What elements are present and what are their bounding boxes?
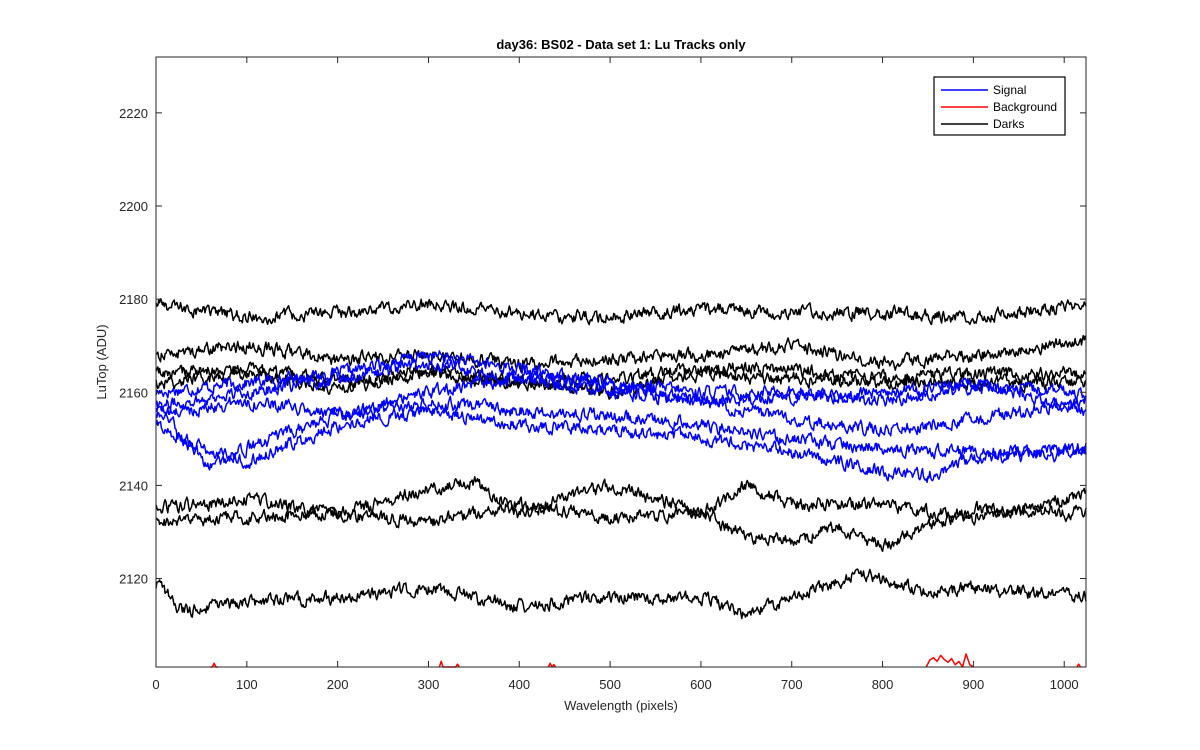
y-axis: 2120 2140 2160 2180 2200 2220 <box>119 106 1086 587</box>
legend-label-darks: Darks <box>993 117 1024 131</box>
x-axis-label: Wavelength (pixels) <box>564 698 678 713</box>
x-tick-label: 300 <box>418 677 440 692</box>
series-line-background <box>925 653 974 668</box>
y-tick-label: 2220 <box>119 106 148 121</box>
y-tick-label: 2180 <box>119 292 148 307</box>
x-tick-label: 100 <box>236 677 258 692</box>
y-tick-label: 2120 <box>119 572 148 587</box>
x-tick-label: 900 <box>963 677 985 692</box>
y-tick-label: 2140 <box>119 478 148 493</box>
legend-box <box>933 76 1066 136</box>
x-axis: 0 100 200 300 400 500 600 700 800 900 1000 <box>152 57 1079 692</box>
series-line-signal <box>155 359 1087 417</box>
x-tick-label: 0 <box>152 677 159 692</box>
series-line-darks <box>155 298 1087 326</box>
x-tick-label: 200 <box>327 677 349 692</box>
series-line-background <box>1076 663 1082 668</box>
y-tick-label: 2200 <box>119 199 148 214</box>
series-line-darks <box>155 496 1087 553</box>
y-tick-label: 2160 <box>119 385 148 400</box>
y-axis-label: LuTop (ADU) <box>94 324 109 399</box>
legend-label-background: Background <box>993 100 1057 114</box>
x-tick-label: 1000 <box>1050 677 1079 692</box>
legend: Signal Background Darks <box>933 76 1066 136</box>
x-tick-label: 800 <box>872 677 894 692</box>
x-tick-label: 400 <box>508 677 530 692</box>
series-line-darks <box>155 365 1087 400</box>
axes-box <box>155 56 1087 668</box>
series-layer <box>155 298 1087 668</box>
series-line-darks <box>155 476 1087 526</box>
x-tick-label: 600 <box>690 677 712 692</box>
series-line-signal <box>155 369 1087 438</box>
series-line-darks <box>155 334 1087 373</box>
series-line-darks <box>155 568 1087 620</box>
series-line-signal <box>155 406 1087 484</box>
legend-label-signal: Signal <box>993 83 1026 97</box>
x-tick-label: 700 <box>781 677 803 692</box>
chart-title: day36: BS02 - Data set 1: Lu Tracks only <box>496 37 746 52</box>
series-line-signal <box>155 395 1087 471</box>
plot-area: 0 100 200 300 400 500 600 700 800 900 1000 2120 214… <box>119 56 1087 692</box>
x-tick-label: 500 <box>599 677 621 692</box>
axes-background <box>156 57 1086 667</box>
